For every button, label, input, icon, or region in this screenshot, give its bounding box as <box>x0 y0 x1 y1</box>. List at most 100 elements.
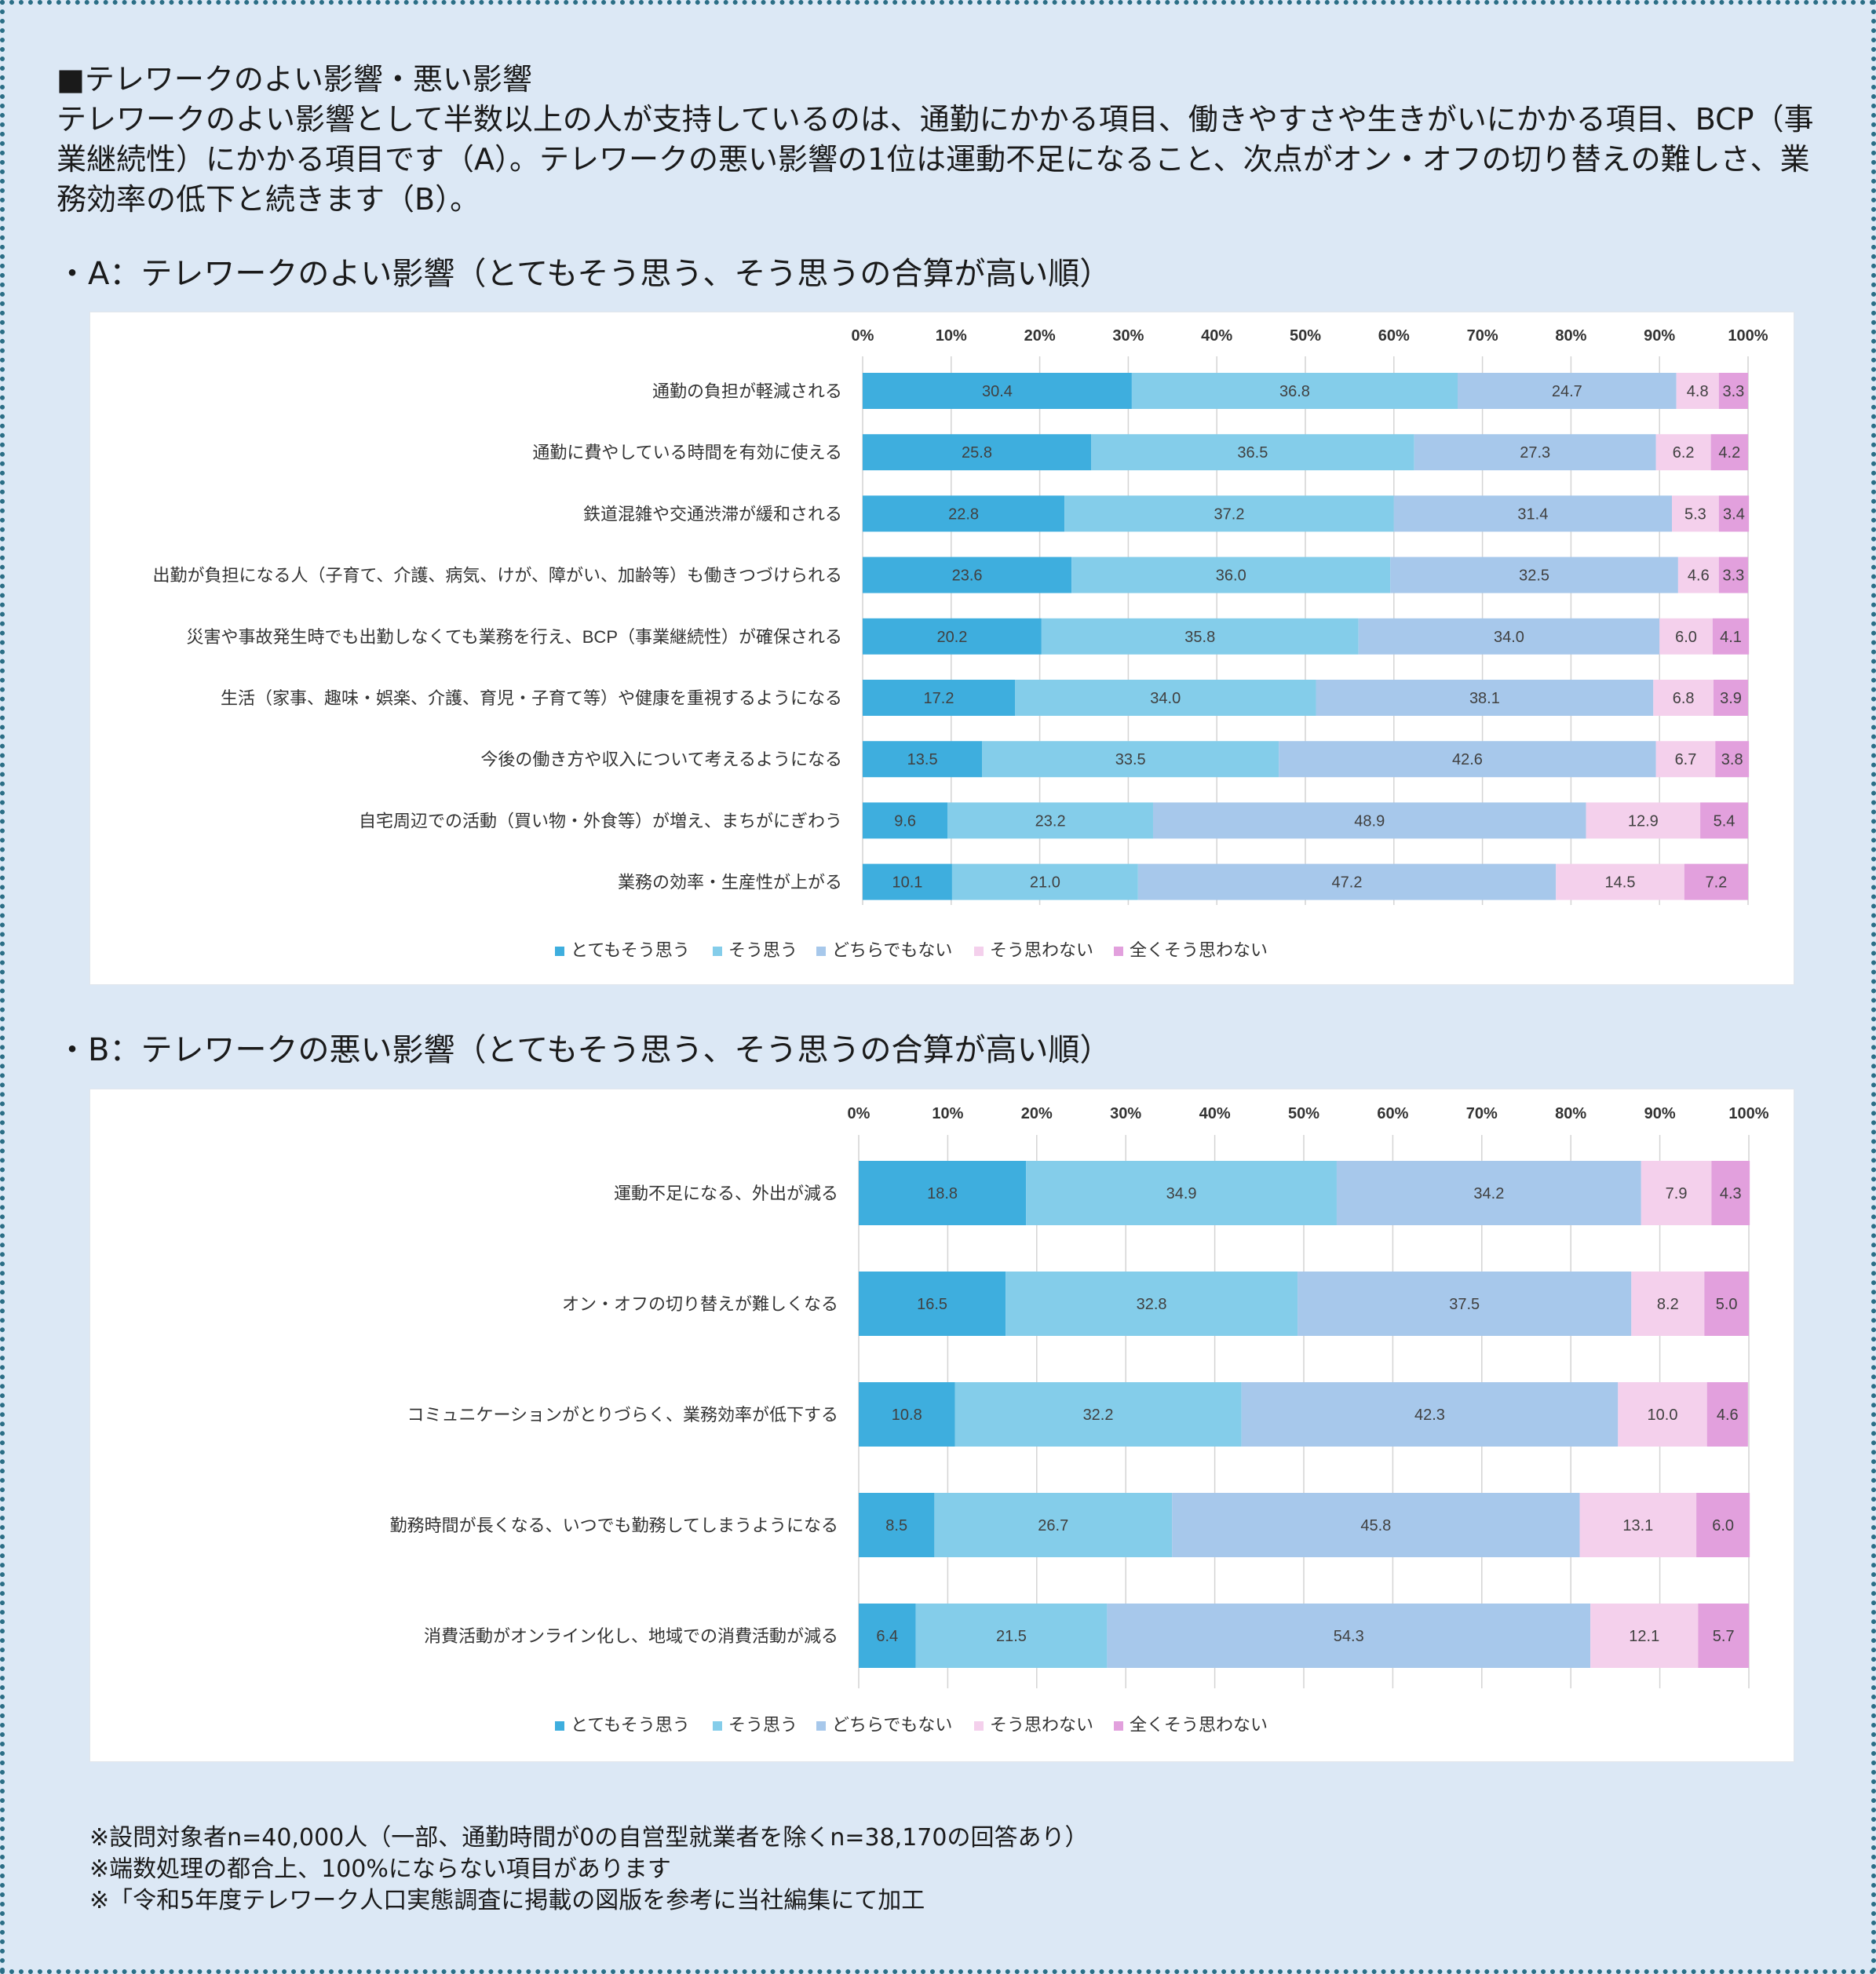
bar-segment <box>1655 741 1716 778</box>
bar-segment <box>1659 618 1713 655</box>
category-label: 生活（家事、趣味・娯楽、介護、育児・子育て等）や健康を重視するようになる <box>221 688 842 708</box>
data-label: 24.7 <box>1552 383 1582 400</box>
data-label: 4.3 <box>1720 1185 1742 1202</box>
bar-segment <box>1631 1272 1705 1336</box>
bar-segment <box>951 863 1138 900</box>
tick-label: 20% <box>1021 1105 1053 1122</box>
bar-segment <box>863 618 1042 655</box>
data-label: 16.5 <box>917 1296 947 1313</box>
tick-label: 90% <box>1644 327 1675 345</box>
bar-segment <box>1684 863 1748 900</box>
data-label: 3.3 <box>1722 383 1744 400</box>
legend-swatch <box>974 1721 984 1731</box>
bar-segment <box>1006 1272 1298 1336</box>
data-label: 37.5 <box>1449 1296 1480 1313</box>
data-label: 10.1 <box>892 874 922 892</box>
bar-segment <box>1579 1493 1697 1557</box>
data-label: 5.4 <box>1714 812 1735 830</box>
bar-segment <box>1458 373 1677 409</box>
bar-segment <box>1336 1161 1641 1225</box>
notes: ※設問対象者n=40,000人（一部、通勤時間が0の自営型就業者を除くn=38,… <box>89 1823 1088 1917</box>
data-label: 45.8 <box>1360 1517 1391 1534</box>
bar-segment <box>1279 741 1656 778</box>
data-label: 48.9 <box>1354 812 1385 830</box>
data-label: 36.5 <box>1237 444 1268 462</box>
data-label: 47.2 <box>1332 874 1363 892</box>
legend-label: そう思う <box>728 1715 797 1735</box>
data-label: 42.6 <box>1452 751 1483 768</box>
bar-segment <box>1107 1604 1591 1668</box>
bar-segment <box>1698 1604 1749 1668</box>
data-label: 6.2 <box>1673 444 1695 462</box>
legend-swatch <box>816 1721 826 1731</box>
category-label: 消費活動がオンライン化し、地域での消費活動が減る <box>424 1626 838 1646</box>
data-label: 6.0 <box>1712 1517 1734 1534</box>
data-label: 3.8 <box>1721 751 1743 768</box>
data-label: 12.1 <box>1629 1628 1659 1645</box>
bar-segment <box>1316 680 1654 716</box>
legend-swatch <box>555 1721 564 1731</box>
legend-label: とてもそう思う <box>571 940 690 960</box>
category-label: 通勤の負担が軽減される <box>652 381 842 401</box>
legend-label: とてもそう思う <box>571 1715 690 1735</box>
bar-segment <box>859 1493 935 1557</box>
description: テレワークのよい影響として半数以上の人が支持しているのは、通勤にかかる項目、働き… <box>57 102 1814 217</box>
bar-segment <box>1700 802 1748 839</box>
category-label: 業務の効率・生産性が上がる <box>618 873 842 892</box>
category-label: コミュニケーションがとりづらく、業務効率が低下する <box>407 1405 838 1425</box>
tick-label: 90% <box>1644 1105 1676 1122</box>
legend-swatch <box>555 947 564 956</box>
legend-swatch <box>713 1721 722 1731</box>
bar-segment <box>1618 1382 1707 1447</box>
bar-segment <box>859 1161 1027 1225</box>
bar-segment <box>947 802 1153 839</box>
category-label: 出勤が負担になる人（子育て、介護、病気、けが、障がい、加齢等）も働きつづけられる <box>153 566 842 586</box>
data-label: 21.0 <box>1030 874 1060 892</box>
bar-segment <box>1718 373 1748 409</box>
data-label: 23.2 <box>1035 812 1066 830</box>
data-label: 9.6 <box>894 812 916 830</box>
bar-segment <box>1091 434 1414 471</box>
data-label: 26.7 <box>1038 1517 1068 1534</box>
data-label: 14.5 <box>1605 874 1636 892</box>
tick-label: 20% <box>1024 327 1056 345</box>
data-label: 32.8 <box>1137 1296 1167 1313</box>
bar-segment <box>863 373 1132 409</box>
data-label: 10.0 <box>1648 1407 1678 1424</box>
data-label: 35.8 <box>1184 629 1215 646</box>
bar-segment <box>863 434 1092 471</box>
note: ※設問対象者n=40,000人（一部、通勤時間が0の自営型就業者を除くn=38,… <box>89 1824 1089 1852</box>
tick-label: 40% <box>1199 1105 1231 1122</box>
data-label: 31.4 <box>1517 505 1548 523</box>
note: ※「令和5年度テレワーク人口実態調査に掲載の図版を参考に当社編集にて加工 <box>89 1887 925 1914</box>
data-label: 36.0 <box>1216 567 1246 585</box>
bar-segment <box>1241 1382 1619 1447</box>
category-label: 自宅周辺での活動（買い物・外食等）が増え、まちがにぎわう <box>359 811 842 830</box>
data-label: 38.1 <box>1469 690 1500 707</box>
tick-label: 30% <box>1110 1105 1141 1122</box>
bar-segment <box>1677 556 1719 593</box>
bar-segment <box>1390 556 1678 593</box>
bar-segment <box>1671 495 1719 532</box>
data-label: 17.2 <box>924 690 954 707</box>
data-label: 42.3 <box>1414 1407 1445 1424</box>
category-label: 今後の働き方や収入について考えるようになる <box>480 750 842 769</box>
legend-label: 全くそう思わない <box>1130 1715 1268 1735</box>
bar-segment <box>1711 1161 1750 1225</box>
tick-label: 40% <box>1201 327 1232 345</box>
data-label: 4.6 <box>1688 567 1710 585</box>
bar-segment <box>1653 680 1714 716</box>
note: ※端数処理の都合上、100%にならない項目があります <box>89 1855 671 1883</box>
legend-label: そう思わない <box>990 1715 1093 1735</box>
bar-segment <box>1715 741 1750 778</box>
category-label: 運動不足になる、外出が減る <box>614 1184 838 1203</box>
bar-segment <box>1172 1493 1580 1557</box>
bar-segment <box>1641 1161 1712 1225</box>
tick-label: 80% <box>1555 1105 1586 1122</box>
bar-segment <box>863 863 952 900</box>
data-label: 33.5 <box>1115 751 1146 768</box>
legend-label: そう思う <box>728 940 797 960</box>
data-label: 34.0 <box>1150 690 1181 707</box>
bar-segment <box>1393 495 1672 532</box>
